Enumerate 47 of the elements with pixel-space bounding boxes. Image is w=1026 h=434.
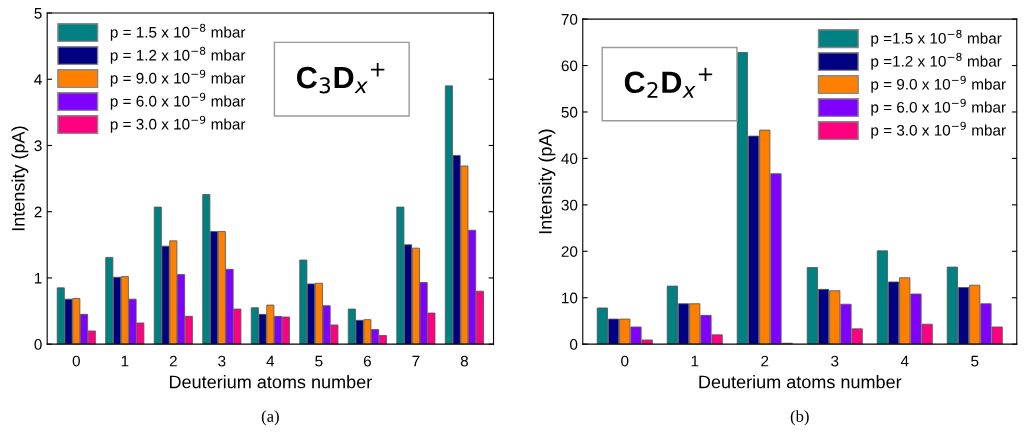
y-tick-label: 4 xyxy=(34,74,42,85)
legend-label: p = 1.5 x 10$^{−8}$ mbar xyxy=(110,23,246,41)
y-tick-label: 0 xyxy=(34,339,42,350)
annotation: C$_{2}$D$_{x}$$^{+}$ xyxy=(624,67,713,98)
x-tick-label: 3 xyxy=(831,355,839,367)
x-tick-label: 4 xyxy=(900,355,909,367)
y-tick-label: 30 xyxy=(561,199,578,211)
y-tick-label: 5 xyxy=(34,8,42,19)
y-tick-label: 40 xyxy=(561,153,578,165)
legend-label: p = 3.0 x 10$^{−9}$ mbar xyxy=(110,115,246,133)
y-tick-label: 3 xyxy=(34,140,42,152)
y-axis-title: Intensity (pA) xyxy=(538,129,556,234)
x-tick-label: 0 xyxy=(72,355,80,367)
x-axis-title: Deuterium atoms number xyxy=(699,375,902,389)
y-tick-label: 20 xyxy=(561,246,578,257)
legend-label: p =1.5 x 10$^{−8}$ mbar xyxy=(871,29,1002,47)
x-tick-label: 1 xyxy=(691,355,699,367)
x-tick-label: 4 xyxy=(266,355,275,367)
y-axis-title: Intensity (pA) xyxy=(11,126,29,231)
text: (a) xyxy=(261,410,279,426)
y-tick-label: 60 xyxy=(561,60,578,72)
legend-label: p = 3.0 x 10$^{−9}$ mbar xyxy=(871,121,1006,139)
legend-label: p = 6.0 x 10$^{−9}$ mbar xyxy=(110,92,246,110)
y-tick-label: 0 xyxy=(570,339,578,350)
x-axis-title: Deuterium atoms number xyxy=(169,375,372,389)
y-tick-label: 10 xyxy=(562,292,578,304)
x-tick-label: 0 xyxy=(621,355,629,367)
annotation: C$_{3}$D$_{x}$$^{+}$ xyxy=(297,62,385,94)
x-tick-label: 5 xyxy=(315,355,323,367)
y-tick-label: 1 xyxy=(35,272,42,284)
x-tick-label: 8 xyxy=(460,355,468,367)
text: (b) xyxy=(790,410,809,426)
y-tick-label: 2 xyxy=(34,206,42,218)
x-tick-label: 2 xyxy=(169,355,177,367)
y-tick-label: 50 xyxy=(561,106,578,118)
legend-label: p =1.2 x 10$^{−8}$ mbar xyxy=(871,52,1002,70)
y-tick-label: 70 xyxy=(561,13,578,25)
x-tick-label: 2 xyxy=(761,355,769,367)
legend-label: p = 9.0 x 10$^{−9}$ mbar xyxy=(110,69,246,87)
legend-label: p = 9.0 x 10$^{−9}$ mbar xyxy=(871,75,1006,93)
x-tick-label: 3 xyxy=(218,355,226,367)
legend-label: p = 6.0 x 10$^{−9}$ mbar xyxy=(871,98,1006,116)
x-tick-label: 6 xyxy=(363,355,371,367)
x-tick-label: 7 xyxy=(412,355,420,367)
legend-label: p = 1.2 x 10$^{−8}$ mbar xyxy=(110,46,246,64)
x-tick-label: 5 xyxy=(971,355,979,367)
x-tick-label: 1 xyxy=(121,355,129,367)
